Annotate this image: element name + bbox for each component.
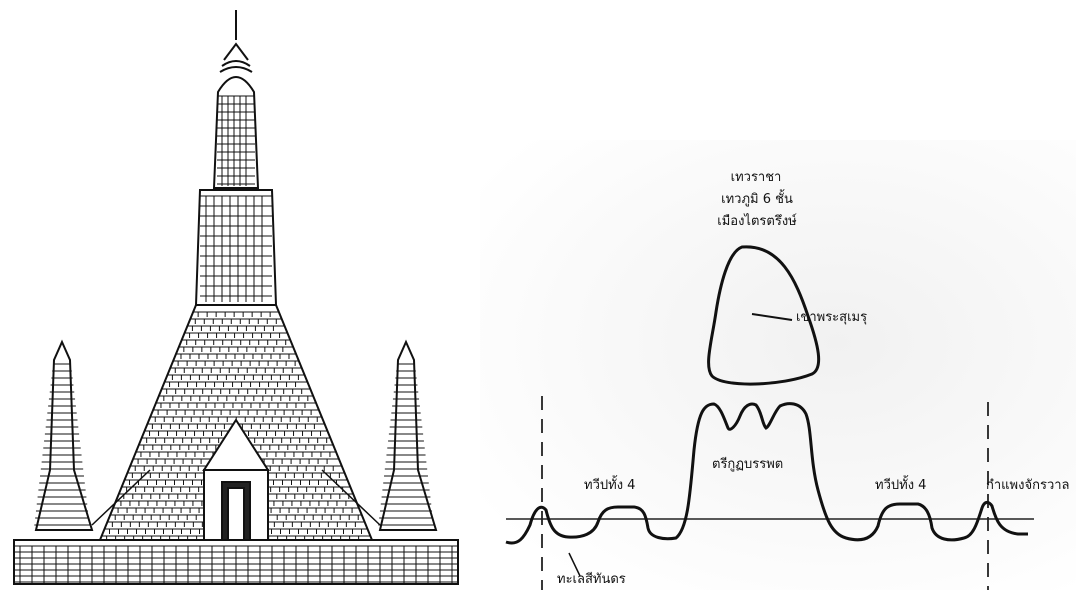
mount-meru-outline [707, 245, 821, 386]
continents-left-label: ทวีปทั้ง 4 [584, 478, 636, 493]
meru-label: เขาพระสุเมรุ [796, 310, 868, 325]
heaven-label-line-1: เทวราชา [730, 170, 782, 185]
temple-elevation-drawing [13, 10, 459, 585]
meru-pointer-line [751, 313, 793, 321]
cosmic-wall-label: กำแพงจักรวาล [986, 478, 1070, 493]
heaven-label-line-2: เทวภูมิ 6 ชั้น [721, 192, 793, 207]
sea-pointer-line [568, 552, 581, 577]
trikut-label: ตรีกูฏบรรพต [712, 457, 784, 472]
sea-label: ทะเลสีทันดร [557, 572, 626, 587]
diagram-background [480, 140, 1076, 590]
terrain-profile [505, 402, 1028, 545]
continents-right-label: ทวีปทั้ง 4 [875, 478, 927, 493]
heaven-label-line-3: เมืองไตรตรึงษ์ [717, 214, 797, 229]
